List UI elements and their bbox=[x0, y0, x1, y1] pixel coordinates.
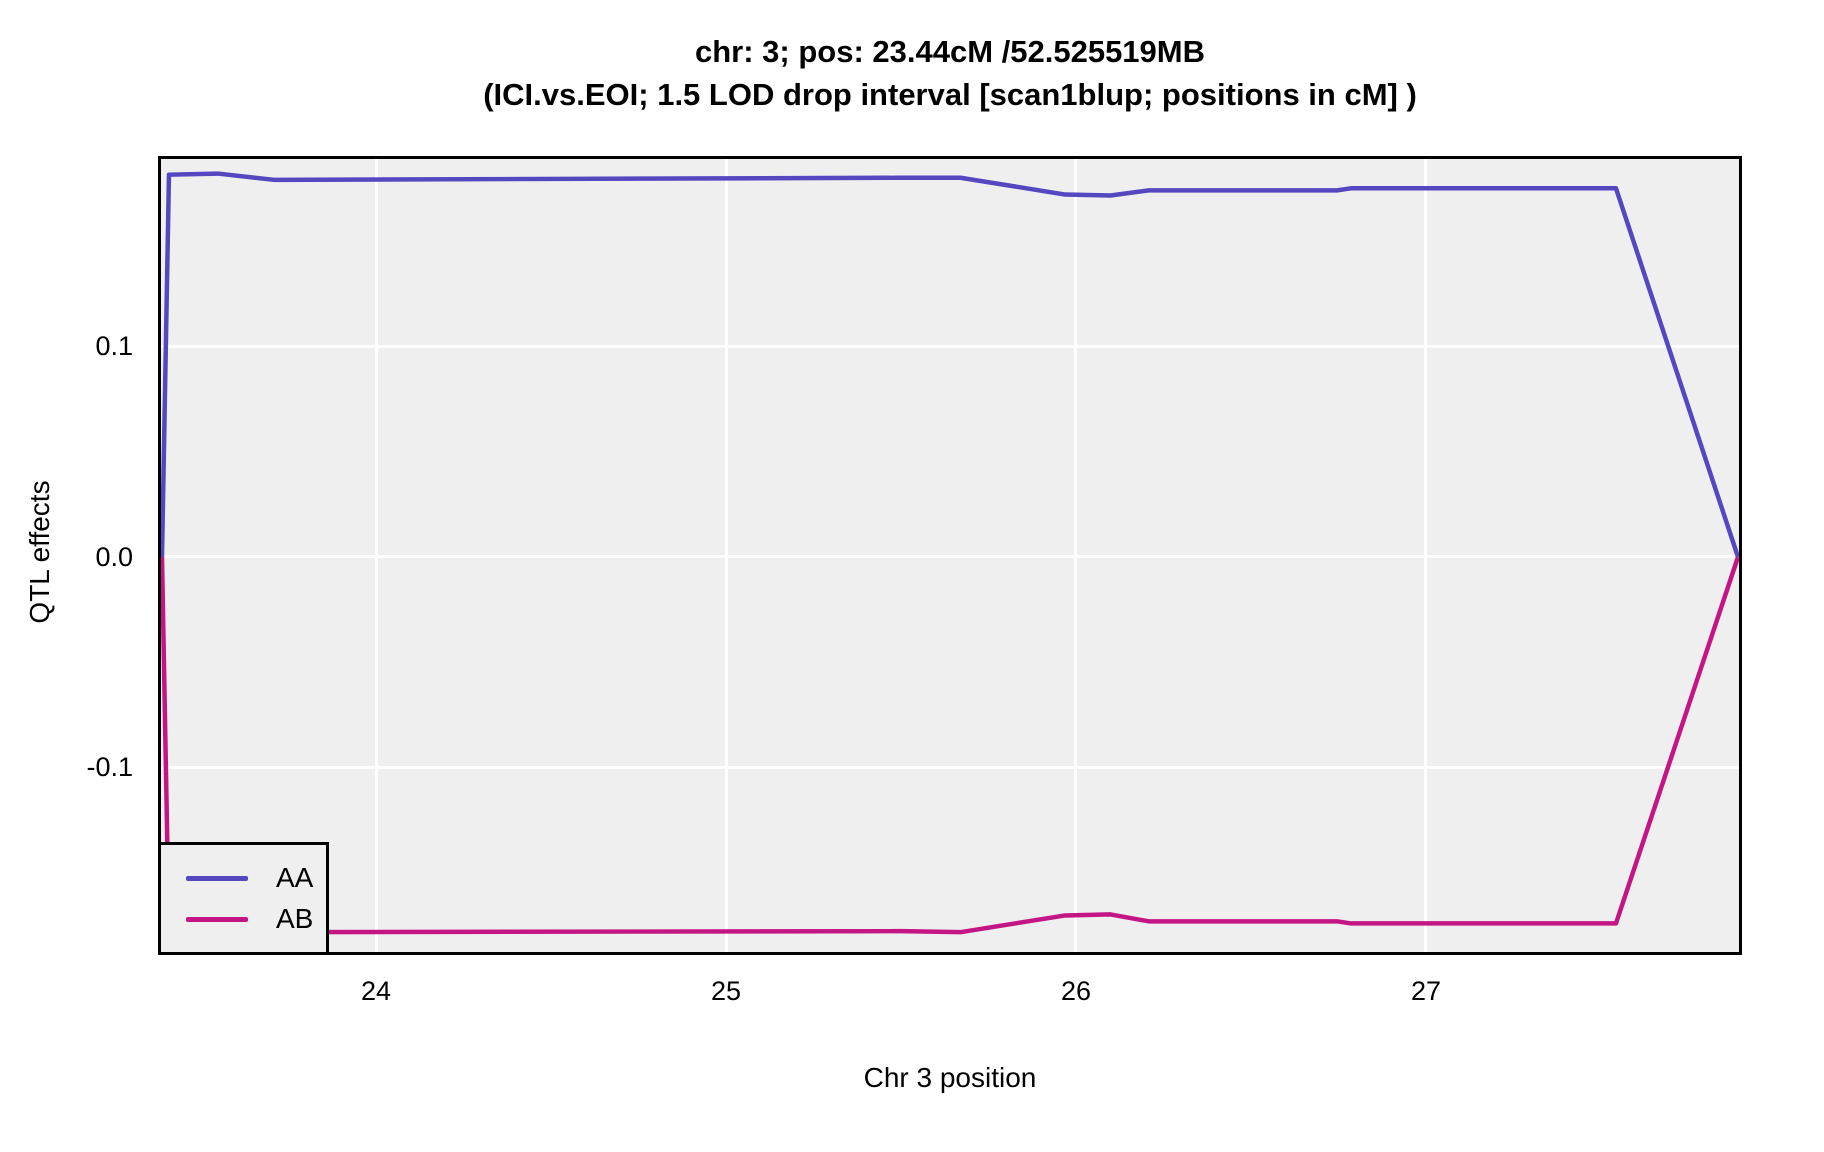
legend-label-aa: AA bbox=[276, 862, 314, 893]
chart-title: chr: 3; pos: 23.44cM /52.525519MB (ICI.v… bbox=[158, 30, 1742, 116]
y-tick-label: -0.1 bbox=[86, 752, 133, 783]
ab-line-swatch bbox=[186, 916, 248, 922]
series-line-ab bbox=[161, 556, 1739, 937]
y-gridline bbox=[161, 344, 1739, 348]
y-tick-label: 0.0 bbox=[95, 541, 133, 572]
chart-title-line2: (ICI.vs.EOI; 1.5 LOD drop interval [scan… bbox=[483, 77, 1417, 112]
y-gridline bbox=[161, 555, 1739, 559]
series-line-aa bbox=[161, 171, 1739, 558]
x-tick-label: 27 bbox=[1410, 976, 1441, 1006]
y-gridline bbox=[161, 765, 1739, 769]
x-tick-label: 26 bbox=[1060, 976, 1091, 1006]
x-tick-label: 25 bbox=[710, 976, 742, 1006]
x-tick-label: 24 bbox=[361, 976, 392, 1006]
chart-title-line1: chr: 3; pos: 23.44cM /52.525519MB bbox=[694, 34, 1206, 69]
aa-line-swatch bbox=[186, 875, 248, 881]
plot-panel bbox=[158, 156, 1742, 955]
legend: AA AB bbox=[158, 842, 329, 955]
x-axis-title: Chr 3 position bbox=[863, 1062, 1037, 1093]
legend-item-ab: AB bbox=[161, 904, 326, 934]
legend-item-aa: AA bbox=[161, 863, 326, 893]
legend-label-ab: AB bbox=[276, 903, 314, 934]
y-tick-label: 0.1 bbox=[95, 331, 133, 362]
plot-lines-svg bbox=[161, 171, 1739, 937]
